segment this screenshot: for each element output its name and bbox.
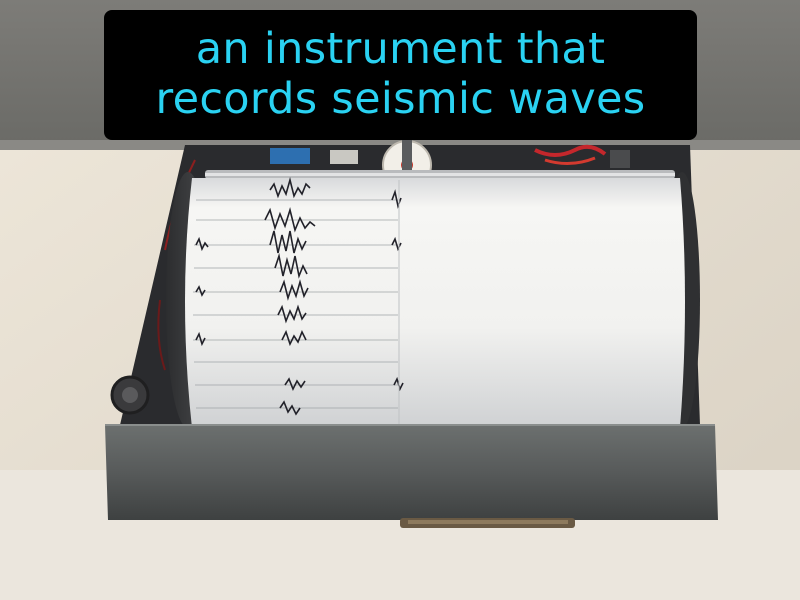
wiring — [157, 144, 630, 371]
seismic-trace — [195, 176, 404, 416]
caption-line-1: an instrument that — [195, 24, 606, 74]
caption-box: an instrument that records seismic waves — [104, 10, 697, 140]
caption-line-2: records seismic waves — [155, 74, 646, 124]
instrument-housing — [105, 425, 718, 520]
recording-drum — [185, 178, 685, 428]
trace-lines — [193, 199, 398, 409]
